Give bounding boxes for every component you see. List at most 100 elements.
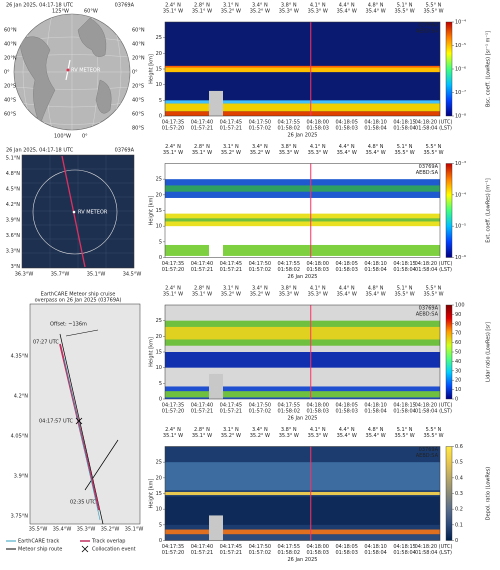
lon-label: 35.5° W — [423, 433, 443, 439]
orbit-label: 03769A — [419, 306, 439, 312]
lat-label: 20°S — [4, 84, 16, 90]
lat-label: 3.8° N — [281, 144, 297, 150]
lst-label: 01:58:04 (LST) — [415, 550, 452, 556]
x-tick-label: 35.1°W — [125, 527, 144, 533]
orbit-label: 03769A — [419, 164, 439, 170]
lat-label: 60°S — [132, 112, 144, 118]
y-tick-label: 4.2°N — [14, 394, 28, 400]
lst-label: 01:58:02 — [278, 550, 300, 556]
colorbar — [445, 446, 453, 541]
lat-label: 4.4° N — [339, 286, 355, 292]
y-axis-label: Height [km] — [149, 337, 155, 367]
lat-label: 4.4° N — [339, 144, 355, 150]
colorbar-tick-label: 10⁻³ — [455, 161, 466, 167]
utc-label: 04:17:50 — [249, 544, 271, 550]
collocation-event — [75, 417, 83, 425]
colorbar-tick-label: 10 — [455, 387, 461, 393]
y-tick-label: 3.75°N — [11, 514, 29, 520]
curtain-gap — [209, 90, 223, 116]
lst-label: 01:58:03 — [335, 267, 357, 273]
time-label: 07:27 UTC — [33, 340, 59, 346]
lat-label: 0° — [132, 70, 138, 76]
lat-label: 2.8° N — [194, 286, 210, 292]
lon-label: 35.3° W — [308, 433, 328, 439]
lst-label: 01:58:04 — [393, 409, 415, 415]
lat-label: 20°S — [132, 84, 144, 90]
lat-label: 40°S — [4, 98, 16, 104]
curtain-background — [165, 163, 440, 258]
utc-label: 04:18:00 — [307, 544, 329, 550]
legend-label: Track overlap — [91, 539, 125, 545]
lat-label: 20°N — [132, 56, 145, 62]
lat-label: 2.4° N — [165, 3, 181, 9]
utc-label: 04:18:10 — [364, 120, 386, 126]
date-label: 26 Jan 2025 — [288, 557, 318, 563]
y-tick-label: 4.35°N — [11, 354, 29, 360]
curtain-layer — [165, 67, 440, 73]
colorbar-tick-label: 10⁻⁸ — [455, 114, 466, 120]
lat-label: 2.8° N — [194, 427, 210, 433]
colorbar-tick-label: 100 — [455, 303, 465, 309]
utc-label: 04:17:50 — [249, 403, 271, 409]
lat-label: 4.8° N — [368, 286, 384, 292]
lst-label: 01:58:04 — [393, 267, 415, 273]
colorbar-tick-label: 10⁻⁵ — [455, 224, 466, 230]
lst-label: 01:58:04 (LST) — [415, 126, 452, 132]
lon-label: 35.4° W — [337, 9, 357, 15]
colorbar-label: Lidar ratio (LowRes) [sr] — [486, 322, 492, 382]
lon-label: 35.5° W — [423, 150, 443, 156]
y-tick-label: 5.1°N — [6, 156, 20, 162]
lat-label: 60°S — [4, 112, 16, 118]
lon-label: 35.1° W — [192, 9, 212, 15]
lat-label: 2.4° N — [165, 286, 181, 292]
colorbar — [445, 163, 453, 258]
curtain-layer — [165, 185, 440, 192]
x-tick-label: 36.3°W — [15, 272, 34, 278]
lat-label: 4.8° N — [368, 3, 384, 9]
lst-label: 01:58:03 — [307, 409, 329, 415]
y-tick-label: 0 — [159, 538, 162, 544]
lon-label: 35.2° W — [250, 292, 270, 298]
date-label: 26 Jan 2025 — [288, 416, 318, 422]
lon-label: 35.1° W — [163, 292, 183, 298]
colorbar-tick-label: 0.3 — [455, 491, 463, 497]
y-tick-label: 25 — [156, 35, 162, 41]
lon-label: 35.4° W — [337, 292, 357, 298]
lon-label: 35.1° W — [163, 150, 183, 156]
lat-label: 60°N — [4, 28, 17, 34]
utc-label: 04:17:50 — [249, 120, 271, 126]
x-tick-label: 35.2°W — [101, 527, 120, 533]
x-tick-label: 35.4°W — [53, 527, 72, 533]
legend-label: EarthCARE track — [18, 539, 59, 545]
lon-label: 35.2° W — [221, 433, 241, 439]
ship-marker — [72, 210, 76, 214]
product-label: AEBD:SA — [416, 29, 439, 35]
lat-label: 40°S — [132, 98, 144, 104]
x-tick-label: 34.5°W — [123, 272, 142, 278]
lat-label: 3.8° N — [281, 3, 297, 9]
curtain-layer — [165, 462, 440, 491]
lst-label: 01:58:04 (LST) — [415, 409, 452, 415]
lat-label: 60°N — [132, 28, 145, 34]
product-label: AEBD:SA — [416, 312, 439, 318]
lst-label: 01:58:04 — [393, 126, 415, 132]
curtain-layer — [165, 218, 440, 222]
lst-label: 01:58:03 — [307, 267, 329, 273]
utc-label: 04:17:50 — [249, 261, 271, 267]
colorbar-tick-label: 0.2 — [455, 507, 463, 513]
y-tick-label: 4.5°N — [6, 187, 20, 193]
lat-label: 2.8° N — [194, 3, 210, 9]
colorbar-label: Depol. ratio (LowRes) — [486, 467, 492, 521]
curtain-gap — [209, 232, 223, 258]
y-tick-label: 15 — [156, 208, 162, 214]
lst-label: 01:57:02 — [249, 550, 271, 556]
lst-label: 01:58:03 — [307, 550, 329, 556]
time-label: 04:17:57 UTC — [39, 419, 73, 425]
colorbar-tick-label: 50 — [455, 350, 461, 356]
lst-label: 01:58:04 — [364, 267, 386, 273]
lon-label: 35.2° W — [221, 9, 241, 15]
utc-label: 04:17:35 — [162, 544, 184, 550]
lat-label: 3.8° N — [281, 427, 297, 433]
y-tick-label: 4.05°N — [11, 434, 29, 440]
